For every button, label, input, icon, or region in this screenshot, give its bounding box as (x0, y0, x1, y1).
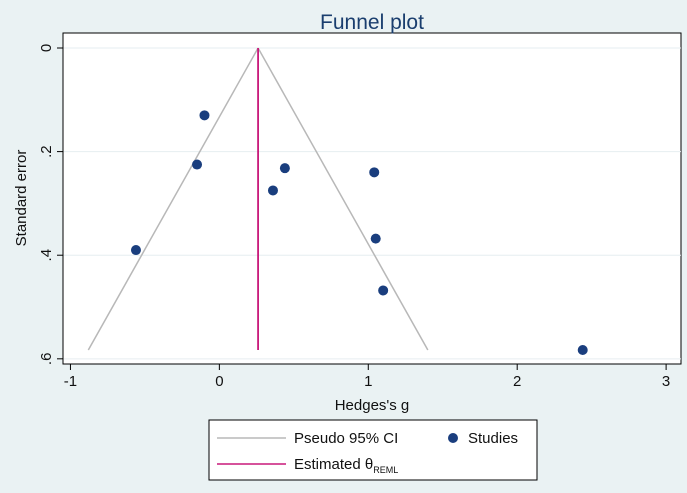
ci-line-right (257, 47, 429, 351)
x-tick-label-3: 2 (513, 373, 521, 390)
study-point-8 (577, 345, 588, 356)
x-axis-title: Hedges's g (335, 397, 410, 414)
plot-area (62, 32, 682, 365)
y-tick-label-0: 0 (38, 44, 55, 52)
legend-estimate-main: Estimated θ (294, 456, 373, 473)
x-tick-label-4: 3 (662, 373, 670, 390)
study-point-3 (267, 185, 278, 196)
legend-box (208, 419, 538, 481)
legend-estimate-subscript: REML (373, 465, 398, 475)
study-point-0 (199, 110, 210, 121)
x-tick-label-0: -1 (64, 373, 77, 390)
y-axis-title: Standard error (13, 150, 30, 247)
legend-studies-label: Studies (468, 430, 518, 447)
legend-ci-label: Pseudo 95% CI (294, 430, 398, 447)
study-point-1 (192, 159, 203, 170)
x-tick-label-1: 0 (215, 373, 223, 390)
y-tick-label-3: .6 (38, 353, 55, 366)
x-tick-label-2: 1 (364, 373, 372, 390)
study-point-5 (369, 167, 380, 178)
study-point-7 (378, 285, 389, 296)
study-point-4 (279, 163, 290, 174)
legend-studies-marker (448, 433, 458, 443)
y-tick-label-1: .2 (38, 145, 55, 158)
study-point-6 (370, 233, 381, 244)
legend: Pseudo 95% CI Studies Estimated θREML (208, 419, 538, 481)
chart-title: Funnel plot (320, 11, 424, 34)
study-point-2 (130, 245, 141, 256)
ci-line-left (87, 47, 259, 351)
legend-estimate-label: Estimated θREML (294, 456, 398, 475)
y-tick-label-2: .4 (38, 249, 55, 262)
